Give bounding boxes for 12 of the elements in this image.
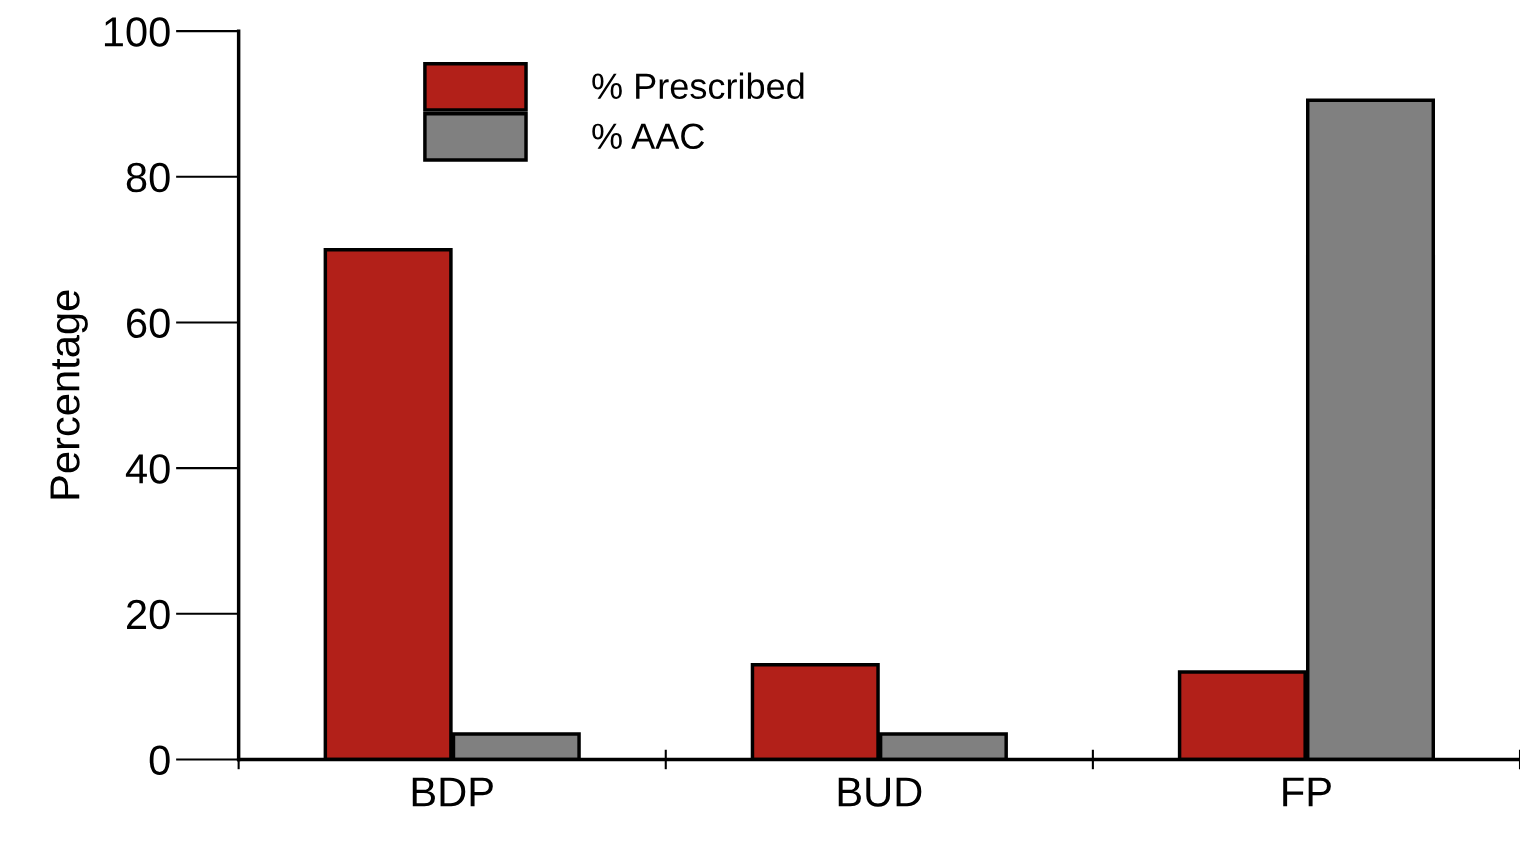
y-tick-label: 0 <box>149 745 170 775</box>
y-tick-label: 100 <box>104 17 170 47</box>
x-tick-label: BUD <box>838 777 922 807</box>
x-tick-label: BDP <box>412 777 493 807</box>
y-tick-label: 80 <box>126 162 170 193</box>
y-tick-label: 40 <box>125 454 170 484</box>
x-tick-label: FP <box>1283 777 1331 807</box>
y-tick-label: 20 <box>127 599 170 630</box>
y-axis-title: Percentage <box>50 290 88 499</box>
y-tick-label: 60 <box>127 308 170 338</box>
legend-label: % Prescribed <box>592 72 804 100</box>
legend-label: % AAC <box>592 123 705 150</box>
